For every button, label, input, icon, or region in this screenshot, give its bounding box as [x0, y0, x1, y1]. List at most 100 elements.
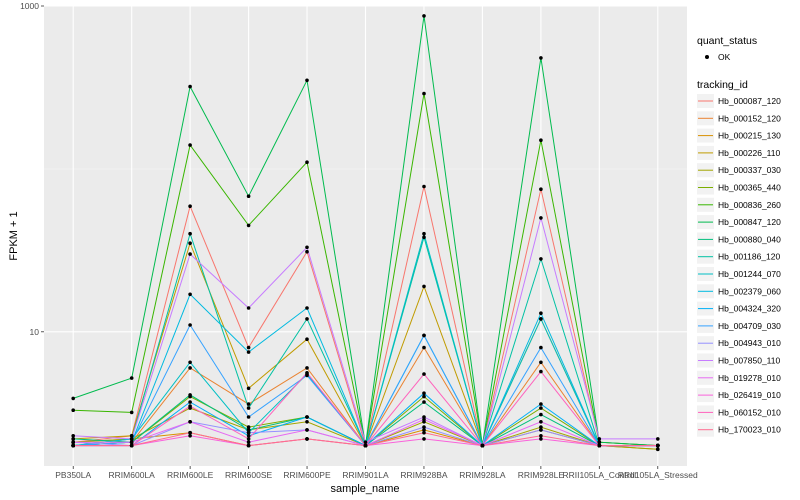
data-point [246, 306, 251, 310]
legend-item: Hb_004709_030 [697, 318, 781, 333]
data-point [129, 410, 134, 415]
data-point [188, 292, 192, 297]
legend-item: Hb_000337_030 [697, 163, 781, 178]
legend-items: Hb_000087_120 Hb_000152_120 Hb_000215_130 H… [697, 94, 781, 437]
data-point [305, 306, 309, 310]
data-point [422, 235, 426, 240]
legend-item: Hb_170023_010 [697, 422, 781, 437]
data-point [363, 443, 368, 448]
x-tick-label: RRIM600PE [283, 470, 331, 480]
data-point [305, 78, 309, 83]
data-points [71, 14, 660, 452]
legend-item: Hb_004324_320 [697, 301, 781, 316]
legend-item-label: Hb_019278_010 [718, 373, 781, 383]
data-point [656, 443, 660, 448]
data-point [422, 345, 426, 350]
y-axis-title: FPKM + 1 [8, 211, 20, 260]
legend-point-title: quant_status [697, 35, 757, 47]
data-point [246, 223, 251, 228]
data-point [597, 437, 602, 441]
data-point [246, 443, 251, 448]
data-point [71, 408, 75, 413]
data-point [539, 138, 543, 142]
data-point [597, 443, 602, 448]
legend-item: Hb_002379_060 [697, 284, 781, 299]
x-axis: PB350LA RRIM600LA RRIM600LE RRIM600SE RRIM60… [55, 466, 698, 480]
data-point [422, 372, 426, 376]
data-point [188, 430, 192, 435]
data-point [539, 369, 543, 374]
data-point [422, 437, 426, 441]
data-point [539, 216, 543, 220]
data-point [539, 437, 543, 441]
y-tick-label: 1000 [20, 1, 39, 11]
legend-item: Hb_060152_010 [697, 405, 781, 420]
legend-item-label: Hb_004324_320 [718, 304, 781, 314]
data-point [246, 425, 251, 429]
data-point [305, 317, 309, 321]
x-tick-label: PB350LA [55, 470, 91, 480]
legend-item: Hb_019278_010 [697, 370, 781, 385]
data-point [539, 434, 543, 438]
data-point [539, 187, 543, 191]
data-point [129, 434, 134, 438]
data-point [422, 391, 426, 396]
data-point [422, 14, 426, 18]
data-point [480, 443, 485, 448]
data-point [188, 404, 192, 408]
x-tick-label: RRIM901LA [342, 470, 389, 480]
data-point [422, 425, 426, 429]
legend-item: Hb_000365_440 [697, 180, 781, 195]
legend-item-label: Hb_004709_030 [718, 321, 781, 331]
legend-item-label: Hb_000226_110 [718, 148, 781, 158]
data-point [363, 440, 368, 445]
data-point [422, 333, 426, 338]
data-point [422, 394, 426, 399]
data-point [129, 443, 134, 448]
legend-item: Hb_000215_130 [697, 128, 781, 143]
data-point [539, 406, 543, 410]
x-tick-label: RRII105LA_Stressed [618, 470, 698, 480]
data-point [246, 406, 251, 410]
legend-item-label: Hb_000847_120 [718, 217, 781, 227]
data-point [188, 84, 192, 89]
data-point [188, 360, 192, 365]
data-point [422, 284, 426, 289]
legend-item-label: Hb_001186_120 [718, 252, 781, 262]
data-point [305, 420, 309, 424]
legend-item-label: Hb_000087_120 [718, 96, 781, 106]
data-point [539, 311, 543, 316]
legend-item: Hb_001186_120 [697, 249, 781, 264]
x-tick-label: RRIM600LE [167, 470, 214, 480]
x-tick-label: RRIM928LA [459, 470, 506, 480]
data-point [71, 396, 75, 401]
legend-item-label: Hb_060152_010 [718, 407, 781, 417]
data-point [305, 249, 309, 254]
data-point [188, 241, 192, 245]
legend-item: Hb_000087_120 [697, 94, 781, 108]
data-point [188, 252, 192, 256]
data-point [539, 402, 543, 406]
legend-item: Hb_004943_010 [697, 336, 781, 351]
y-tick-label: 10 [30, 327, 40, 337]
data-point [305, 337, 309, 342]
legend-item-label: Hb_170023_010 [718, 425, 781, 435]
data-point [188, 323, 192, 327]
data-point [246, 350, 251, 354]
data-point [305, 373, 309, 378]
legend-item-label: Hb_000215_130 [718, 131, 781, 141]
data-point [71, 443, 75, 448]
legend-item-label: Hb_000365_440 [718, 183, 781, 193]
data-point [188, 400, 192, 404]
legend: quant_status OK tracking_id Hb_000087_12… [697, 35, 781, 437]
legend-item: Hb_001244_070 [697, 267, 781, 281]
data-point [246, 386, 251, 391]
data-point [422, 231, 426, 236]
data-point [246, 345, 251, 350]
legend-item-label: Hb_007850_110 [718, 356, 781, 366]
legend-item-label: Hb_026419_010 [718, 390, 781, 400]
data-point [656, 447, 660, 452]
legend-item-label: Hb_000152_120 [718, 113, 781, 123]
legend-point-label: OK [718, 52, 731, 62]
legend-item-label: Hb_004943_010 [718, 338, 781, 348]
